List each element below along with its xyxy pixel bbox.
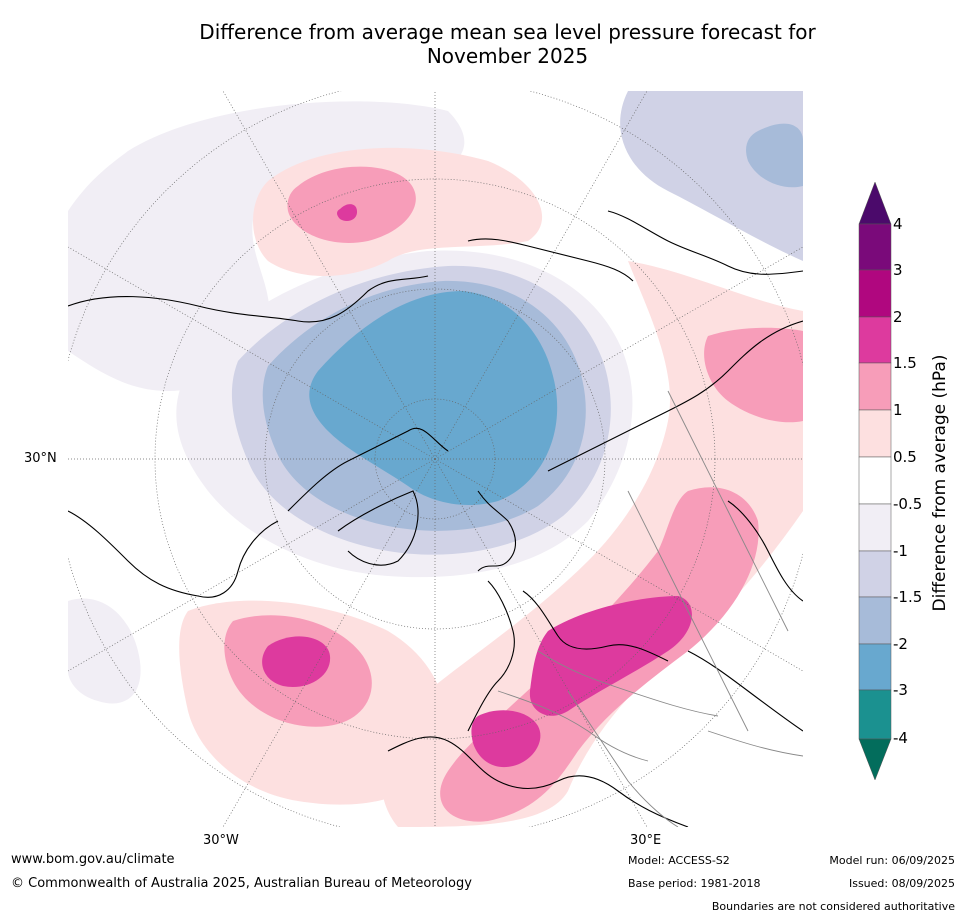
- colorbar-band-m0.5-m1: [858, 503, 892, 552]
- issued-label: Issued: 08/09/2025: [848, 877, 955, 890]
- colorbar-arrow-bottom: [858, 738, 892, 781]
- pos-field-west-russia: [704, 327, 803, 423]
- pos-field-pacific-core: [337, 204, 358, 221]
- website-link[interactable]: www.bom.gov.au/climate: [11, 852, 175, 867]
- lon-label-30w: 30°W: [203, 833, 239, 848]
- neg-field-west-atlantic: [68, 598, 141, 704]
- colorbar-tick: 1: [893, 401, 903, 419]
- disclaimer: Boundaries are not considered authoritat…: [711, 900, 955, 913]
- colorbar-tick: -1: [893, 542, 908, 560]
- model-run-label: Model run: 06/09/2025: [829, 854, 955, 867]
- colorbar-tick: -3: [893, 681, 908, 699]
- pos-field-atlantic-core: [262, 636, 331, 687]
- colorbar-tick: 2: [893, 308, 903, 326]
- coastlines: [68, 210, 803, 827]
- polar-map: [68, 91, 803, 827]
- colorbar-tick: -1.5: [893, 588, 923, 606]
- chart-title: Difference from average mean sea level p…: [110, 20, 905, 68]
- colorbar-band-1.5-2: [858, 316, 892, 364]
- colorbar-band-neutral: [858, 456, 892, 505]
- title-line-2: November 2025: [426, 44, 589, 68]
- colorbar-band-m1-m1.5: [858, 550, 892, 598]
- base-period-label: Base period: 1981-2018: [628, 877, 761, 890]
- colorbar-tick: 4: [893, 215, 903, 233]
- colorbar-arrow-top: [858, 181, 892, 225]
- colorbar: [858, 181, 892, 782]
- neg-field-north-pacific: [68, 101, 465, 392]
- copyright: © Commonwealth of Australia 2025, Austra…: [11, 876, 472, 891]
- map-canvas: [68, 91, 803, 827]
- colorbar-tick: 1.5: [893, 354, 917, 372]
- borders: [497, 390, 803, 827]
- colorbar-band-3-4: [858, 223, 892, 271]
- title-line-1: Difference from average mean sea level p…: [199, 20, 816, 44]
- colorbar-tick: -2: [893, 635, 908, 653]
- colorbar-svg: [858, 181, 892, 781]
- colorbar-tick: 3: [893, 261, 903, 279]
- pos-field-europe-outer: [381, 261, 803, 827]
- lon-label-30e: 30°E: [630, 833, 662, 848]
- colorbar-band-1-1.5: [858, 362, 892, 411]
- colorbar-tick: 0.5: [893, 448, 917, 466]
- colorbar-band-0.5-1: [858, 409, 892, 458]
- pos-field-europe-core: [529, 596, 692, 716]
- colorbar-band-m3-m4: [858, 689, 892, 740]
- graticule: [68, 91, 803, 827]
- neg-field-siberia-core: [746, 123, 803, 188]
- colorbar-tick: -0.5: [893, 495, 923, 513]
- pos-field-mediterranean-core: [471, 710, 541, 768]
- neg-field-arctic-core: [309, 291, 558, 506]
- colorbar-title: Difference from average (hPa): [930, 354, 950, 612]
- lat-label-30n: 30°N: [24, 451, 57, 466]
- colorbar-tick: -4: [893, 729, 908, 747]
- colorbar-band-m1.5-m2: [858, 596, 892, 645]
- colorbar-band-m2-m3: [858, 643, 892, 691]
- model-label: Model: ACCESS-S2: [628, 854, 730, 867]
- colorbar-band-2-3: [858, 269, 892, 318]
